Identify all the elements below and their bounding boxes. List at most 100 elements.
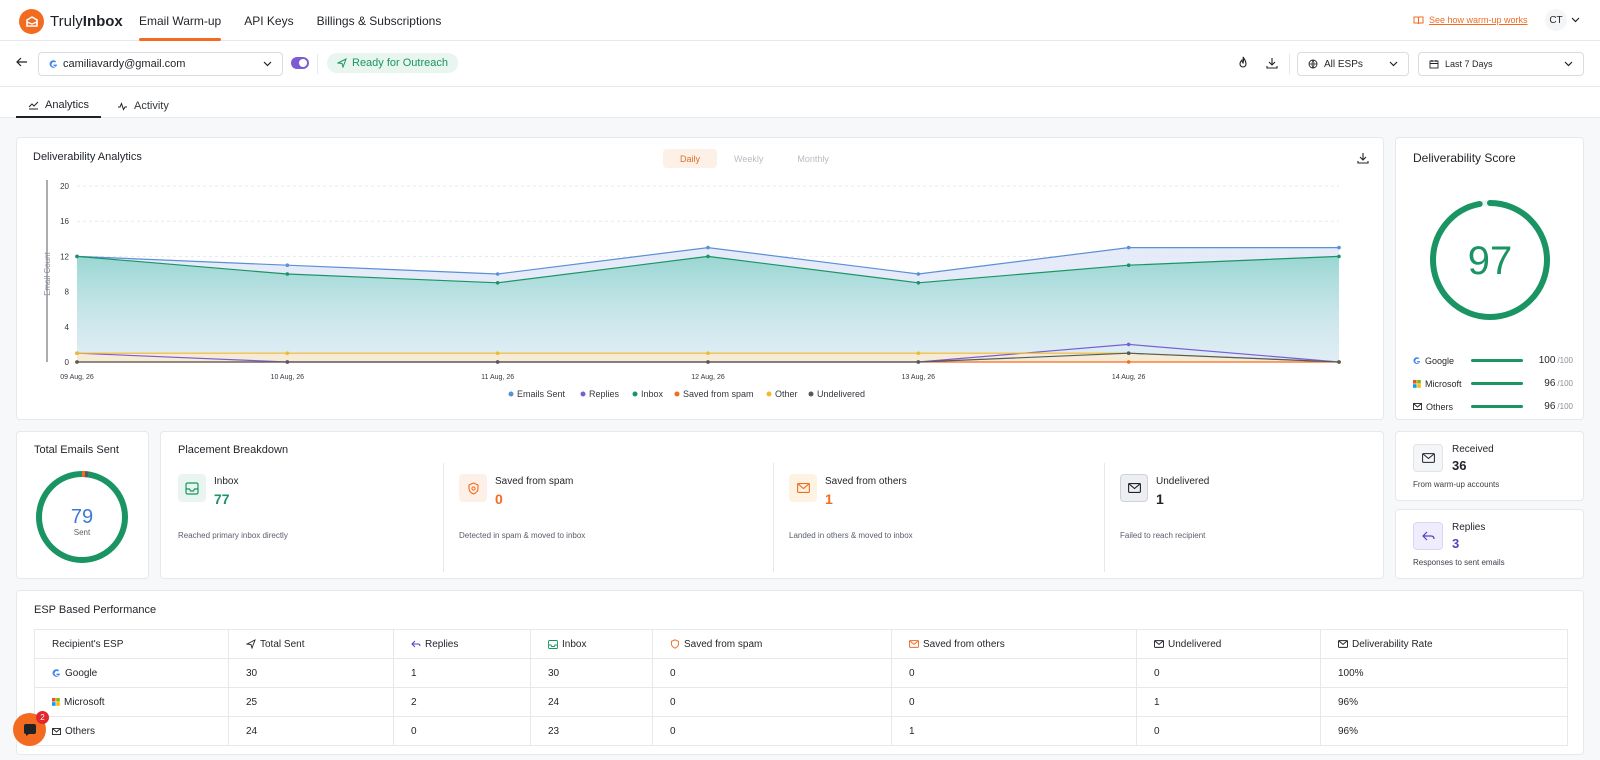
score-bar xyxy=(1471,405,1523,408)
data-point xyxy=(706,254,710,259)
divider xyxy=(443,463,444,572)
legend-marker xyxy=(632,391,638,397)
nav-email-warmup[interactable]: Email Warm-up xyxy=(139,0,222,41)
data-point xyxy=(916,272,921,276)
legend-label: Inbox xyxy=(641,389,664,399)
placement-name: Undelivered xyxy=(1156,476,1210,487)
y-tick-label: 16 xyxy=(60,217,69,226)
score-value: 97 xyxy=(1468,239,1513,283)
score-row-others: Others 96/100 xyxy=(1413,395,1573,418)
google-icon xyxy=(49,59,58,68)
placement-value: 0 xyxy=(495,491,503,507)
tab-activity[interactable]: Activity xyxy=(105,94,181,118)
period-daily[interactable]: Daily xyxy=(663,149,718,168)
mail-icon xyxy=(1413,403,1422,410)
table-cell: 0 xyxy=(393,716,531,746)
period-weekly[interactable]: Weekly xyxy=(734,153,764,164)
chart-download-icon[interactable] xyxy=(1357,152,1369,164)
data-point xyxy=(1126,342,1131,347)
data-point xyxy=(285,351,290,355)
warmup-toggle[interactable] xyxy=(291,57,309,69)
data-point xyxy=(495,281,500,285)
data-point xyxy=(75,360,79,364)
table-cell: 30 xyxy=(530,658,653,688)
download-icon[interactable] xyxy=(1264,55,1280,71)
score-bar xyxy=(1471,382,1523,385)
warmup-help-link[interactable]: See how warm-up works xyxy=(1413,15,1528,25)
table-cell: 24 xyxy=(228,716,394,746)
table-cell: 2 xyxy=(393,687,531,717)
shield-icon xyxy=(459,474,487,502)
table-cell: 0 xyxy=(891,687,1137,717)
score-row-google: Google 100/100 xyxy=(1413,349,1573,372)
table-header-row: Recipient's ESP Total Sent Replies Inbox… xyxy=(34,629,1568,659)
col-total-sent: Total Sent xyxy=(228,629,394,659)
col-undelivered: Undelivered xyxy=(1136,629,1321,659)
divider xyxy=(1104,463,1105,572)
chart-title: Deliverability Analytics xyxy=(33,151,142,163)
legend-marker xyxy=(808,391,814,397)
total-emails-card: Total Emails Sent 79 Sent xyxy=(16,431,149,579)
deliverability-chart: 0 4 8 12 16 20 Email Count 09 Aug, 26 10 Aug, 26… xyxy=(43,180,1341,399)
legend-label: Replies xyxy=(589,389,620,399)
table-cell: 1 xyxy=(393,658,531,688)
placement-desc: Detected in spam & moved to inbox xyxy=(459,531,586,540)
x-tick-label: 12 Aug, 26 xyxy=(691,374,725,381)
total-title: Total Emails Sent xyxy=(34,444,119,456)
mail-icon xyxy=(52,727,61,735)
table-cell: 0 xyxy=(1136,716,1321,746)
nav-api-keys[interactable]: API Keys xyxy=(244,14,294,28)
inbox-icon xyxy=(548,639,558,649)
table-cell: 0 xyxy=(652,687,892,717)
other-area xyxy=(77,353,1339,362)
inbox-area xyxy=(77,256,1339,362)
status-badge: Ready for Outreach xyxy=(327,53,458,73)
reply-icon xyxy=(411,640,421,648)
chevron-down-icon xyxy=(263,61,272,67)
score-row-value: 96 xyxy=(1544,401,1556,412)
status-text: Ready for Outreach xyxy=(352,57,448,69)
top-navigation: TrulyInbox Email Warm-up API Keys Billin… xyxy=(0,0,1600,41)
score-row-label: Microsoft xyxy=(1425,378,1462,389)
chart-icon xyxy=(28,101,39,109)
mail-icon xyxy=(789,474,817,502)
col-saved-others: Saved from others xyxy=(891,629,1137,659)
x-tick-label: 14 Aug, 26 xyxy=(1112,374,1146,381)
data-point xyxy=(916,360,921,364)
received-desc: From warm-up accounts xyxy=(1413,480,1500,489)
account-select[interactable]: camiliavardy@gmail.com xyxy=(38,52,283,76)
score-row-value: 96 xyxy=(1544,378,1556,389)
tab-analytics[interactable]: Analytics xyxy=(16,94,102,118)
chat-button[interactable] xyxy=(13,713,46,746)
legend-marker xyxy=(674,391,680,397)
flame-icon[interactable] xyxy=(1235,55,1251,71)
date-range-select[interactable]: Last 7 Days xyxy=(1418,52,1584,76)
data-point xyxy=(285,263,290,267)
period-monthly[interactable]: Monthly xyxy=(797,153,829,164)
warmup-help-text: See how warm-up works xyxy=(1429,15,1528,25)
data-point xyxy=(75,351,79,355)
brand-logo[interactable]: TrulyInbox xyxy=(19,9,123,34)
deliverability-score-card: Deliverability Score 97 Google 100/100 M… xyxy=(1395,137,1584,420)
placement-value: 1 xyxy=(1156,491,1164,507)
score-row-microsoft: Microsoft 96/100 xyxy=(1413,372,1573,395)
score-row-denominator: /100 xyxy=(1557,402,1573,411)
microsoft-icon xyxy=(52,698,60,706)
legend-label: Undelivered xyxy=(817,389,865,399)
esp-filter-select[interactable]: All ESPs xyxy=(1297,52,1409,76)
replies-card: Replies 3 Responses to sent emails xyxy=(1395,509,1584,579)
total-unit: Sent xyxy=(74,528,91,537)
book-icon xyxy=(1413,16,1424,24)
calendar-icon xyxy=(1429,60,1439,69)
data-point xyxy=(706,360,710,364)
back-arrow-icon[interactable] xyxy=(16,57,28,67)
divider xyxy=(317,54,318,74)
table-row: Microsoft 25 2 24 0 0 1 96% xyxy=(34,687,1568,717)
inbox-icon xyxy=(178,474,206,502)
nav-billings[interactable]: Billings & Subscriptions xyxy=(316,14,442,28)
mail-check-icon xyxy=(1338,640,1348,648)
data-point xyxy=(75,254,79,259)
user-menu[interactable]: CT xyxy=(1545,9,1580,31)
esp-table-title: ESP Based Performance xyxy=(34,604,157,616)
legend-marker xyxy=(580,391,586,397)
